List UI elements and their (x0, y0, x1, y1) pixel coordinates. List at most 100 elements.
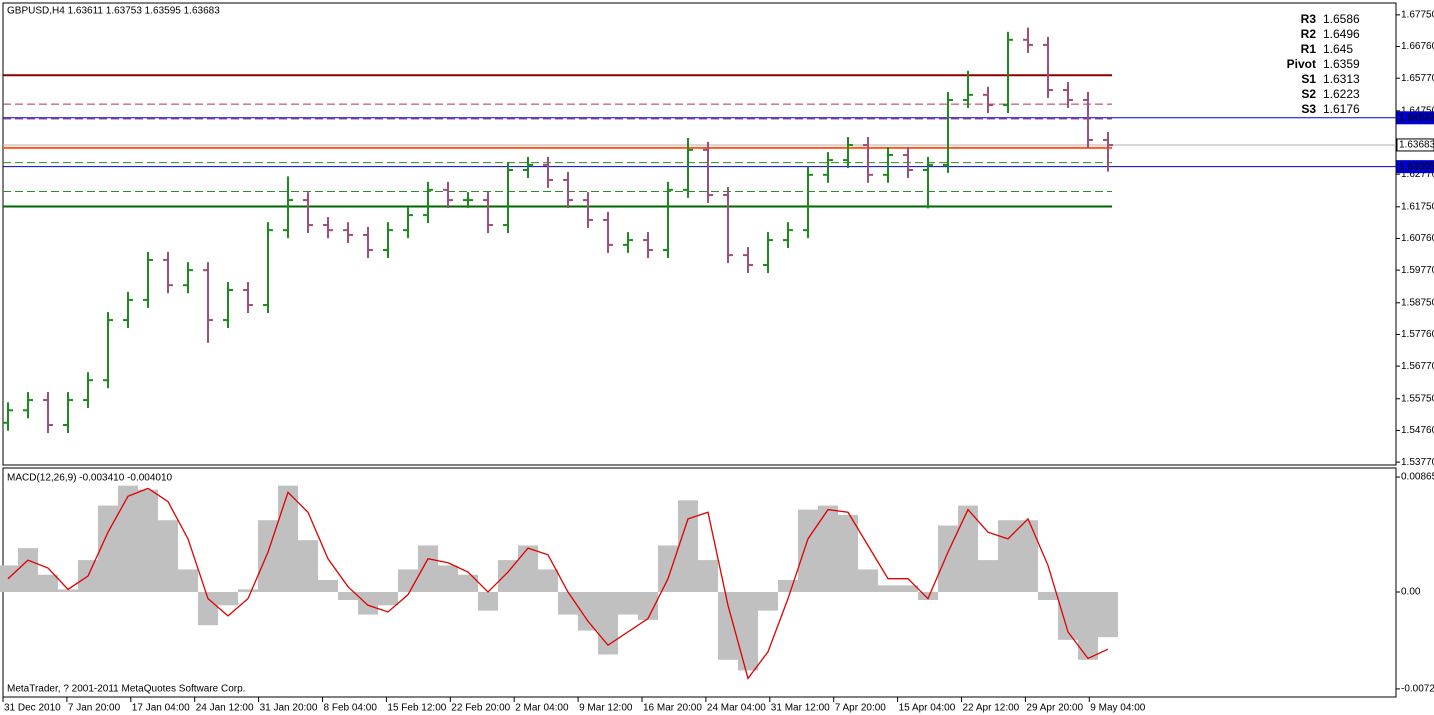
macd-bar (718, 592, 738, 660)
x-tick-label: 9 Mar 12:00 (579, 703, 633, 714)
x-tick-label: 22 Feb 20:00 (451, 703, 510, 714)
macd-bar (498, 560, 518, 593)
macd-bar (138, 489, 158, 593)
macd-bar (558, 592, 578, 615)
macd-bar (1058, 592, 1078, 640)
price-box-label: 1.64532 (1399, 112, 1434, 123)
macd-bar (698, 560, 718, 593)
price-box (1396, 111, 1434, 125)
macd-bar (918, 592, 938, 600)
pivot-name: S3 (1301, 102, 1316, 116)
x-tick-label: 16 Mar 20:00 (643, 703, 702, 714)
macd-bar (658, 545, 678, 593)
pivot-name: R3 (1301, 12, 1317, 26)
macd-bar (858, 569, 878, 593)
x-tick-label: 22 Apr 12:00 (963, 703, 1020, 714)
macd-bar (198, 592, 218, 626)
macd-bar (738, 592, 758, 671)
macd-bar (518, 545, 538, 593)
macd-bar (118, 485, 138, 593)
y-tick-label: 1.57760 (1401, 329, 1434, 340)
y-tick-label: 1.55750 (1401, 393, 1434, 404)
macd-bar (278, 485, 298, 593)
x-tick-label: 24 Jan 12:00 (196, 703, 254, 714)
pivot-name: S2 (1301, 87, 1316, 101)
macd-bar (458, 574, 478, 593)
macd-bar (958, 505, 978, 593)
y-tick-label: 1.56770 (1401, 361, 1434, 372)
macd-bar (98, 505, 118, 593)
macd-bar (298, 540, 318, 593)
y-tick-label: 1.53770 (1401, 457, 1434, 468)
price-box-label: 1.63683 (1399, 140, 1434, 151)
x-tick-label: 31 Jan 20:00 (260, 703, 318, 714)
macd-bar (578, 592, 598, 631)
y-tick-label: 1.58750 (1401, 297, 1434, 308)
y-tick-label: -0.00729 (1401, 684, 1434, 695)
x-tick-label: 17 Jan 04:00 (132, 703, 190, 714)
macd-bar (0, 565, 18, 593)
macd-bar (638, 592, 658, 620)
macd-bar (418, 545, 438, 593)
macd-bar (398, 569, 418, 593)
y-tick-label: 1.60760 (1401, 233, 1434, 244)
x-tick-label: 15 Feb 12:00 (387, 703, 446, 714)
y-tick-label: 1.59770 (1401, 265, 1434, 276)
y-tick-label: 1.64750 (1401, 105, 1434, 116)
macd-bar (1098, 592, 1118, 638)
macd-bar (58, 589, 78, 593)
macd-bar (798, 509, 818, 593)
pivot-value: 1.6313 (1323, 72, 1360, 86)
pivot-value: 1.6496 (1323, 27, 1360, 41)
macd-bar (378, 592, 398, 606)
macd-bar (338, 592, 358, 600)
pivot-name: R2 (1301, 27, 1317, 41)
macd-bar (158, 520, 178, 593)
pivot-value: 1.645 (1323, 42, 1353, 56)
macd-bar (998, 520, 1018, 593)
macd-bar (318, 580, 338, 593)
macd-bar (978, 560, 998, 593)
macd-bar (438, 565, 458, 593)
macd-bar (878, 585, 898, 593)
macd-bar (818, 505, 838, 593)
macd-bar (238, 589, 258, 593)
y-tick-label: 0.00865 (1401, 472, 1434, 483)
macd-bar (1018, 520, 1038, 593)
macd-bar (218, 592, 238, 606)
pivot-name: Pivot (1287, 57, 1316, 71)
y-tick-label: 1.61750 (1401, 201, 1434, 212)
y-tick-label: 1.54760 (1401, 425, 1434, 436)
x-tick-label: 7 Jan 20:00 (68, 703, 121, 714)
y-tick-label: 1.65770 (1401, 73, 1434, 84)
pivot-value: 1.6359 (1323, 57, 1360, 71)
x-tick-label: 29 Apr 20:00 (1026, 703, 1083, 714)
macd-bar (538, 569, 558, 593)
x-tick-label: 8 Feb 04:00 (324, 703, 378, 714)
y-tick-label: 1.67750 (1401, 9, 1434, 20)
x-tick-label: 2 Mar 04:00 (515, 703, 569, 714)
price-box (1396, 160, 1434, 174)
signal-line (7, 487, 1109, 680)
pivot-value: 1.6176 (1323, 102, 1360, 116)
macd-bar (178, 569, 198, 593)
x-tick-label: 31 Mar 12:00 (771, 703, 830, 714)
x-tick-label: 7 Apr 20:00 (835, 703, 887, 714)
macd-bar (1078, 592, 1098, 660)
y-tick-label: 0.00 (1401, 587, 1421, 598)
pivot-name: R1 (1301, 42, 1317, 56)
pivot-value: 1.6586 (1323, 12, 1360, 26)
price-box (1396, 138, 1434, 152)
macd-bar (358, 592, 378, 615)
macd-title: MACD(12,26,9) -0.003410 -0.004010 (7, 473, 173, 484)
macd-bar (898, 585, 918, 593)
macd-bar (478, 592, 498, 611)
macd-bar (18, 548, 38, 593)
chart-title: GBPUSD,H4 1.63611 1.63753 1.63595 1.6368… (7, 6, 220, 17)
pivot-name: S1 (1301, 72, 1316, 86)
y-tick-label: 1.66760 (1401, 41, 1434, 52)
macd-bar (38, 574, 58, 593)
macd-bar (938, 525, 958, 593)
x-tick-label: 9 May 04:00 (1090, 703, 1145, 714)
